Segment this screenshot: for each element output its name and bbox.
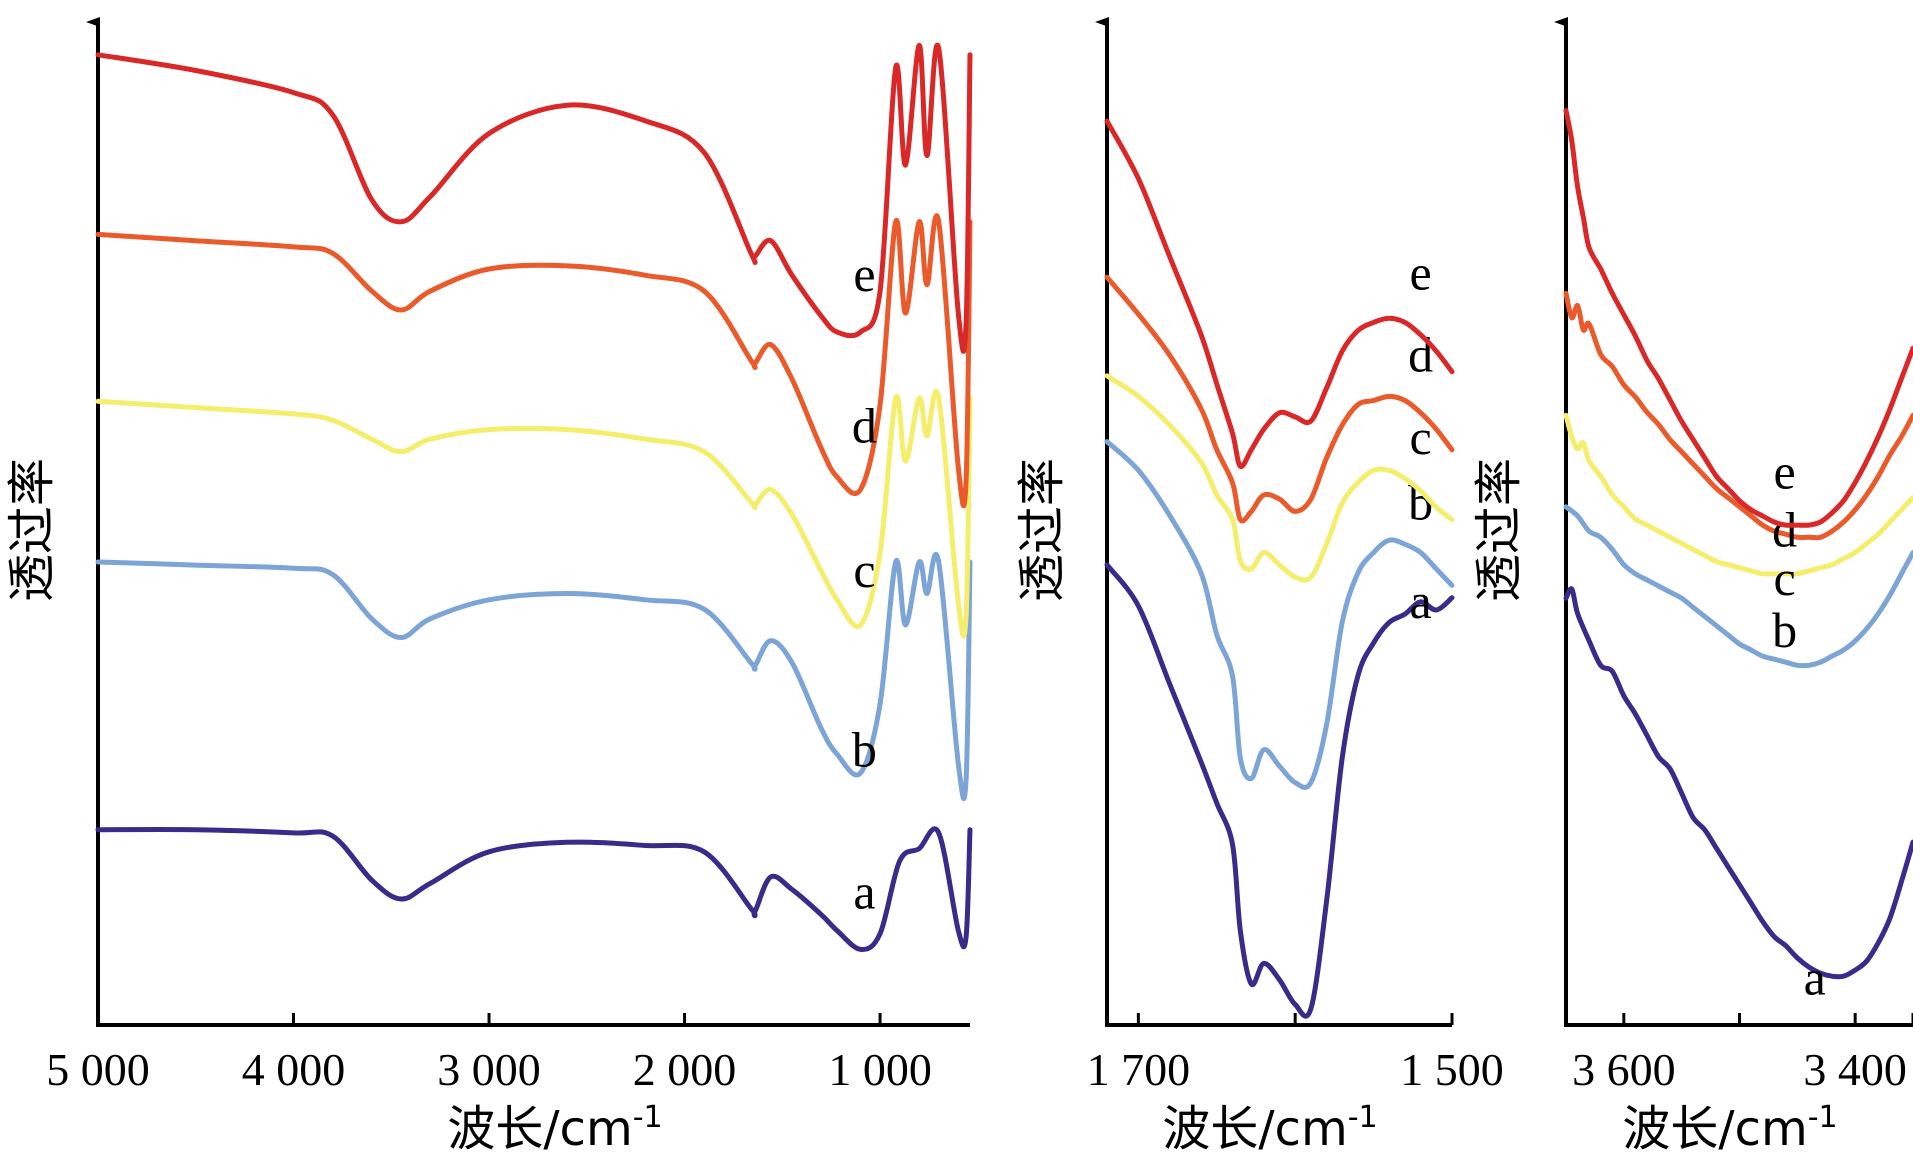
x-tick-label: 1 500	[1400, 1044, 1504, 1095]
series-line-e	[1104, 118, 1455, 470]
series-label-b: b	[852, 722, 877, 778]
y-axis-title: 透过率	[1471, 458, 1527, 602]
series-line-e	[95, 42, 973, 354]
x-tick-label: 1 700	[1087, 1044, 1191, 1095]
series-line-c	[95, 388, 973, 639]
series-label-e: e	[1410, 245, 1432, 301]
series-line-a	[95, 826, 973, 952]
series-label-c: c	[1410, 409, 1432, 465]
x-tick-label: 1 000	[828, 1044, 932, 1095]
series-line-b	[1104, 439, 1455, 790]
series-line-d	[1563, 290, 1913, 541]
series-line-d	[1104, 274, 1455, 524]
x-tick-label: 3 000	[437, 1044, 541, 1095]
series-line-c	[1563, 412, 1913, 577]
series-label-d: d	[1772, 501, 1797, 557]
series-line-d	[95, 213, 973, 509]
x-tick-label: 5 000	[46, 1044, 150, 1095]
series-label-e: e	[853, 246, 875, 302]
x-axis-title: 波长/cm-1	[447, 1100, 662, 1157]
y-axis-title: 透过率	[1014, 458, 1070, 602]
series-label-b: b	[1772, 602, 1797, 658]
x-tick-label: 4 000	[242, 1044, 346, 1095]
panel-0: 5 000 4 000 3 000 2 000 1 000 波长/cm-1 透过率 a b c d e	[4, 17, 973, 1157]
x-tick-label: 3 400	[1803, 1044, 1907, 1095]
x-tick-label: 2 000	[633, 1044, 737, 1095]
series-line-e	[1563, 108, 1913, 528]
series-line-b	[95, 551, 973, 802]
series-label-a: a	[853, 863, 875, 919]
series-label-e: e	[1774, 443, 1796, 499]
series-line-a	[1104, 562, 1455, 1019]
series-label-a: a	[1410, 573, 1432, 629]
x-axis-title: 波长/cm-1	[1622, 1100, 1837, 1157]
series-line-c	[1104, 373, 1455, 583]
series-line-b	[1563, 504, 1913, 669]
y-axis-title: 透过率	[4, 458, 60, 602]
x-tick-label: 3 600	[1572, 1044, 1676, 1095]
x-axis-title: 波长/cm-1	[1162, 1100, 1377, 1157]
series-label-c: c	[853, 542, 875, 598]
series-line-a	[1563, 586, 1913, 980]
series-label-c: c	[1774, 550, 1796, 606]
series-label-d: d	[852, 397, 877, 453]
series-label-a: a	[1804, 950, 1826, 1006]
